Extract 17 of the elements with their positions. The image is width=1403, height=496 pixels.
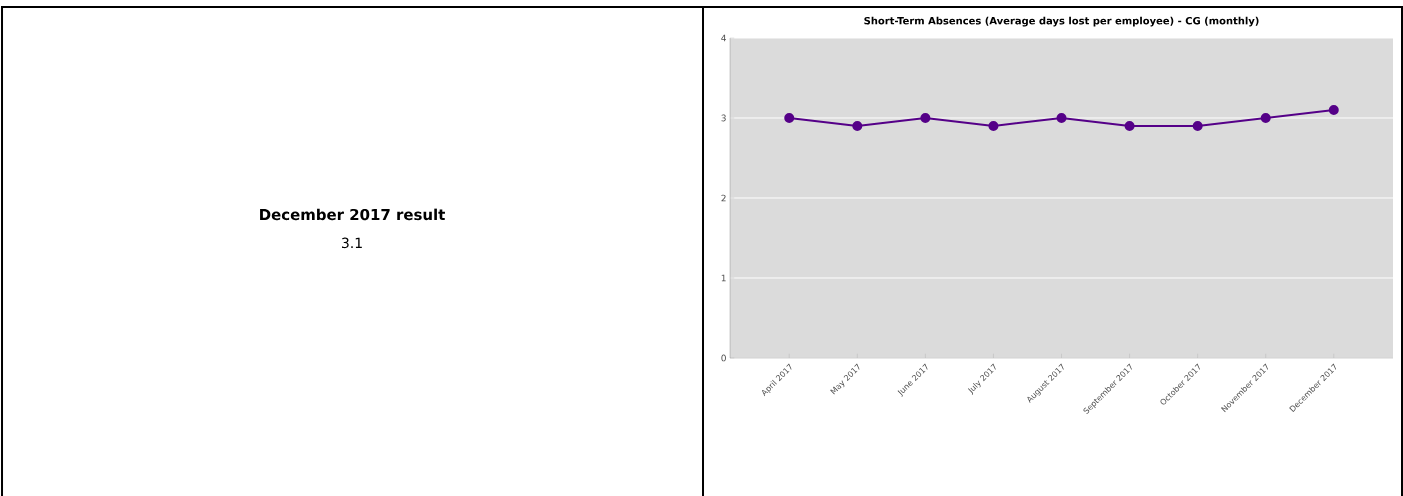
point <box>852 120 863 131</box>
point <box>1056 112 1067 123</box>
point <box>784 112 795 123</box>
point <box>1328 104 1339 115</box>
y-tick-label: 0 <box>721 354 726 362</box>
chart-title: Short-Term Absences (Average days lost per employee) - CG (monthly) <box>864 16 1259 27</box>
y-tick-label: 3 <box>721 114 726 122</box>
text: 3.1 <box>341 237 362 249</box>
text: December 2017 result <box>260 208 445 221</box>
point <box>1260 112 1271 123</box>
point <box>920 112 931 123</box>
y-tick-label: 1 <box>721 274 726 282</box>
y-tick-label: 4 <box>721 34 726 42</box>
point <box>1124 120 1135 131</box>
y-tick-label: 2 <box>721 194 726 202</box>
point <box>1192 120 1203 131</box>
point <box>988 120 999 131</box>
